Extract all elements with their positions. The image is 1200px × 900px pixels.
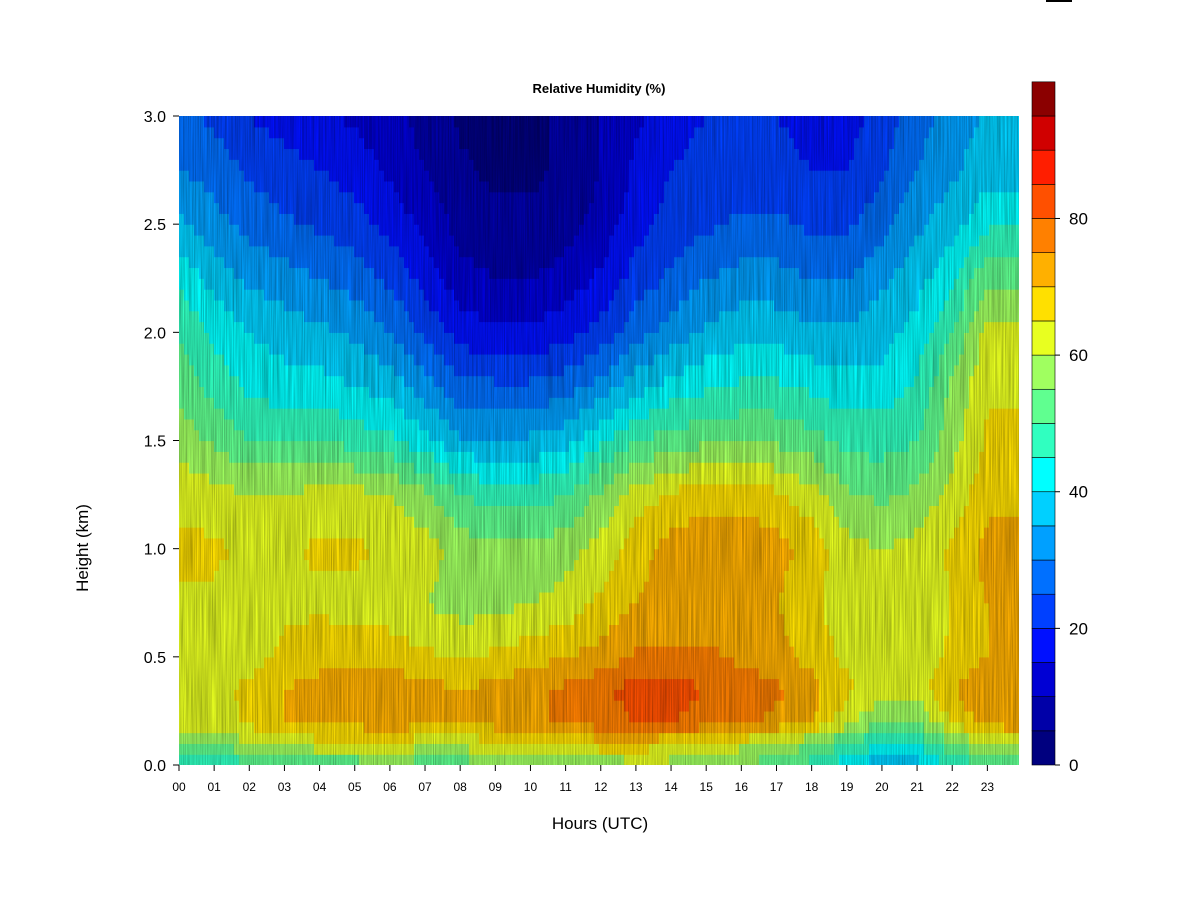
chart-title: Relative Humidity (%) <box>533 81 666 96</box>
heatmap-plot-area <box>179 116 1019 765</box>
top-edge-mark <box>1046 0 1072 2</box>
